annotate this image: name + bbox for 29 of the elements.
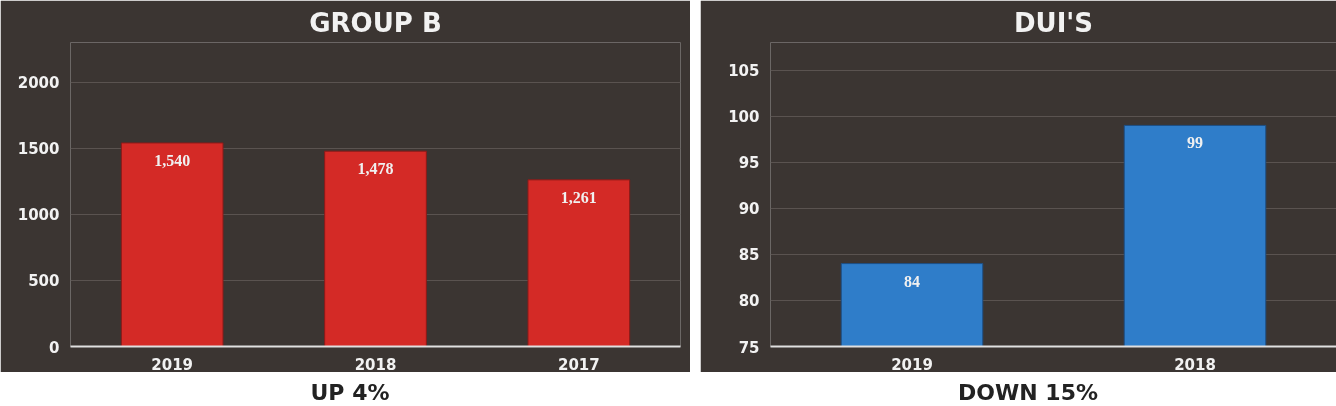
y-tick-label: 85 bbox=[738, 246, 760, 265]
y-tick-label: 2000 bbox=[17, 74, 60, 93]
bar bbox=[120, 142, 224, 347]
y-tick-label: 500 bbox=[28, 272, 60, 291]
x-tick-label: 2018 bbox=[354, 355, 397, 374]
x-tick-label: 2019 bbox=[891, 355, 933, 374]
text: DOWN 15% bbox=[958, 379, 1098, 406]
y-tick-label: 105 bbox=[728, 62, 760, 81]
data-label: 1,478 bbox=[357, 160, 394, 178]
data-label: 1,261 bbox=[560, 188, 597, 206]
data-label: 99 bbox=[1187, 134, 1203, 152]
y-tick-label: 100 bbox=[728, 108, 760, 127]
y-tick-label: 90 bbox=[738, 200, 760, 219]
y-tick-label: 95 bbox=[738, 154, 760, 173]
x-tick-label: 2017 bbox=[557, 355, 600, 374]
bar bbox=[324, 150, 427, 347]
chart-title: DUI'S bbox=[1013, 7, 1094, 38]
x-tick-label: 2018 bbox=[1174, 355, 1216, 374]
y-tick-label: 75 bbox=[738, 338, 760, 357]
chart-title: GROUP B bbox=[309, 7, 442, 38]
y-tick-label: 1000 bbox=[17, 206, 60, 225]
text: UP 4% bbox=[310, 379, 390, 406]
y-tick-label: 0 bbox=[49, 338, 60, 357]
data-label: 1,540 bbox=[154, 151, 191, 169]
x-tick-label: 2019 bbox=[151, 355, 194, 374]
bar bbox=[527, 179, 631, 347]
data-label: 84 bbox=[904, 272, 920, 290]
y-tick-label: 80 bbox=[738, 292, 760, 311]
y-tick-label: 1500 bbox=[17, 140, 60, 159]
